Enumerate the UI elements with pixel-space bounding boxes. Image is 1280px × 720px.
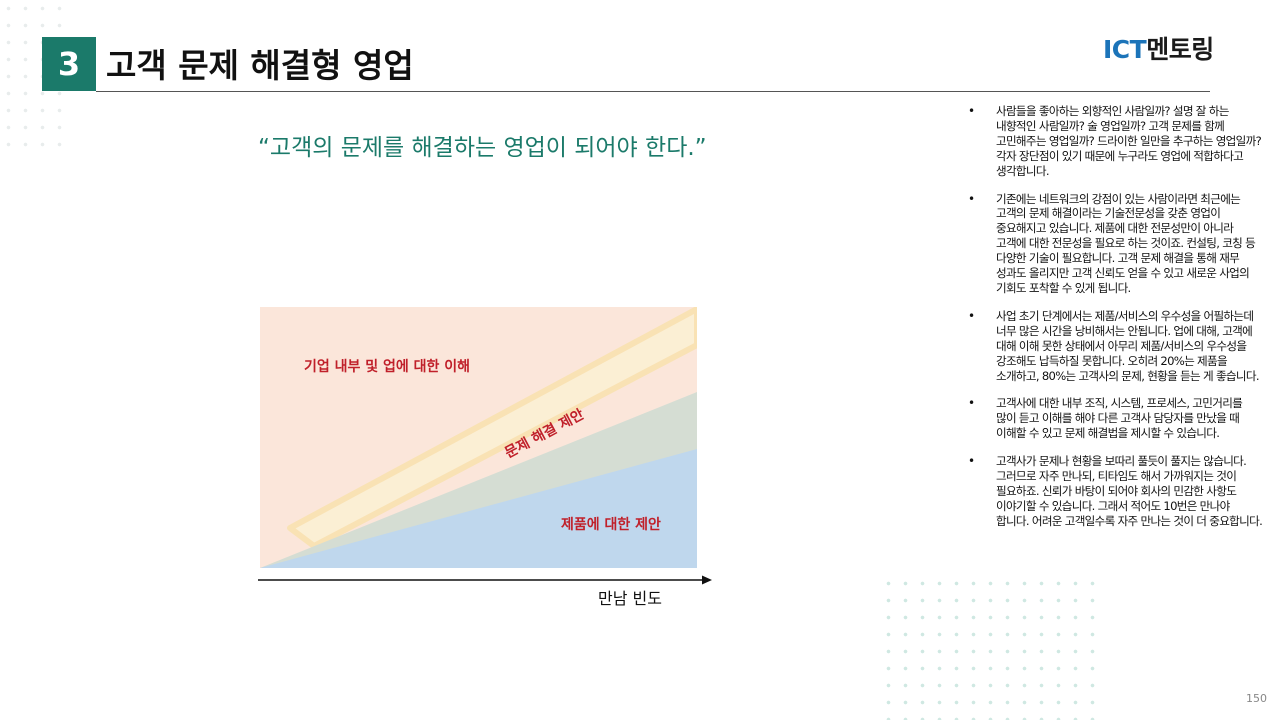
page-title: 고객 문제 해결형 영업 [106,46,414,85]
bullet-marker: • [968,454,975,469]
decorative-dots-bottom-right [880,575,1095,720]
bullet-item: • 사업 초기 단계에서는 제품/서비스의 우수성을 어필하는데 너무 많은 시간… [968,309,1264,384]
bullet-item: • 사람들을 좋아하는 외향적인 사람일까? 설명 잘 하는 내향적인 사람일까?… [968,104,1264,179]
bullet-marker: • [968,104,975,118]
x-axis-label: 만남 빈도 [598,589,662,608]
blue-band [260,449,697,568]
bullet-item: • 기존에는 네트워크의 강점이 있는 사람이라면 최근에는 고객의 문제 해결이… [968,192,1264,296]
bullet-text: 고객사에 대한 내부 조직, 시스템, 프로세스, 고민거리를 많이 듣고 이해… [996,396,1243,441]
x-axis-arrowhead [702,575,712,585]
bullet-text: 고객사가 문제나 현황을 보따리 풀듯이 풀지는 않습니다. 그러므로 자주 만… [996,454,1263,528]
ict-mentoring-logo: ICT멘토링 [1103,30,1214,66]
title-underline [96,91,1210,92]
explanation-bullet-list: • 사람들을 좋아하는 외향적인 사람일까? 설명 잘 하는 내향적인 사람일까?… [968,104,1264,542]
bullet-marker: • [968,308,975,323]
sales-approach-diagram: 기업 내부 및 업에 대한 이해 문제 해결 제안 제품에 대한 제안 만남 빈… [258,307,712,608]
key-quote: “고객의 문제를 해결하는 영업이 되어야 한다.” [258,135,707,161]
bullet-text: 기존에는 네트워크의 강점이 있는 사람이라면 최근에는 고객의 문제 해결이라… [996,191,1256,295]
bullet-text: 사업 초기 단계에서는 제품/서비스의 우수성을 어필하는데 너무 많은 시간을… [996,308,1260,383]
page-number: 150 [1246,692,1267,705]
section-number: 3 [57,45,81,83]
logo-ict-text: ICT [1103,35,1147,64]
section-number-badge: 3 [42,37,96,91]
diagram-label-company-understanding: 기업 내부 및 업에 대한 이해 [304,358,470,375]
bullet-marker: • [968,396,975,411]
logo-mentoring-text: 멘토링 [1146,35,1214,64]
problem-solving-stripe [287,307,697,549]
bullet-marker: • [968,191,975,206]
bullet-item: • 고객사에 대한 내부 조직, 시스템, 프로세스, 고민거리를 많이 듣고 이… [968,396,1264,441]
bullet-text: 사람들을 좋아하는 외향적인 사람일까? 설명 잘 하는 내향적인 사람일까? … [996,104,1262,178]
bullet-item: • 고객사가 문제나 현황을 보따리 풀듯이 풀지는 않습니다. 그러므로 자주 … [968,454,1264,529]
diagram-label-product-proposal: 제품에 대한 제안 [561,516,661,533]
